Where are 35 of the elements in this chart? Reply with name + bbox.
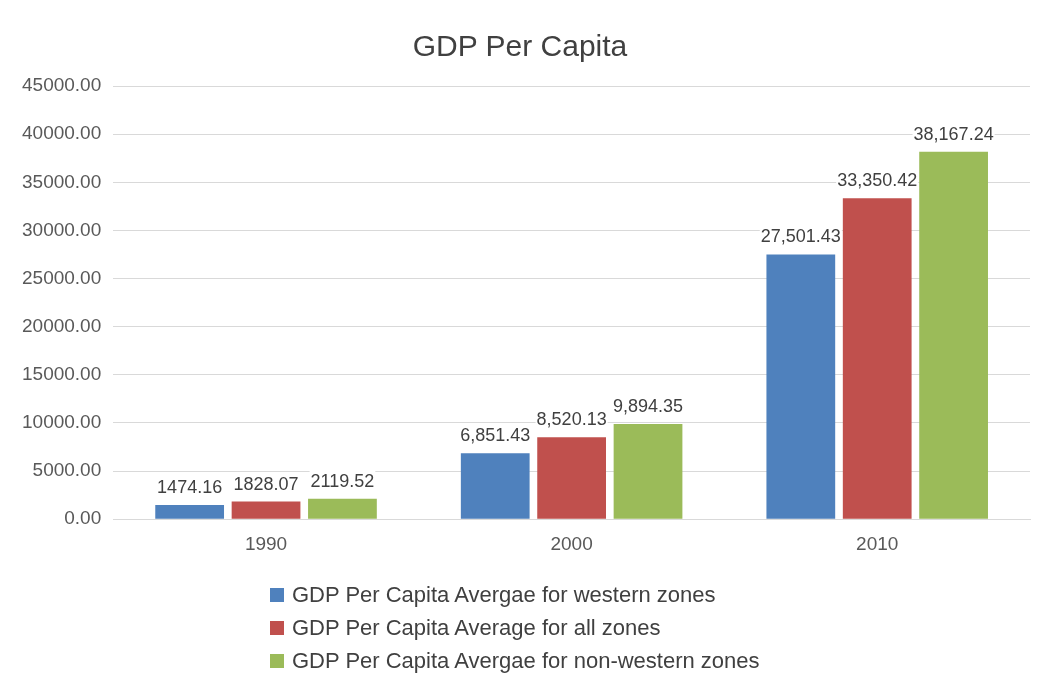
y-tick-label: 25000.00 xyxy=(22,266,102,288)
data-label: 6,851.43 xyxy=(460,425,531,446)
bar xyxy=(842,198,912,519)
y-tick-label: 40000.00 xyxy=(22,122,102,144)
data-label: 33,350.42 xyxy=(837,170,918,191)
x-tick-label: 2000 xyxy=(550,532,593,554)
chart-title: GDP Per Capita xyxy=(412,29,628,63)
bar xyxy=(613,423,683,519)
data-label: 1474.16 xyxy=(157,476,223,497)
x-tick-label: 2010 xyxy=(856,532,899,554)
x-tick-label: 1990 xyxy=(244,532,288,554)
data-label: 38,167.24 xyxy=(913,123,994,144)
bar xyxy=(308,498,377,519)
legend-label: GDP Per Capita Avergae for non-western zones xyxy=(292,647,760,674)
bar xyxy=(231,501,301,519)
data-label: 1828.07 xyxy=(233,473,299,494)
y-tick-label: 20000.00 xyxy=(22,314,102,336)
bar xyxy=(155,505,225,519)
y-tick-label: 0.00 xyxy=(64,507,102,529)
bar xyxy=(919,151,988,519)
bar xyxy=(460,453,530,519)
data-label: 9,894.35 xyxy=(612,395,684,416)
bar xyxy=(766,254,836,519)
y-tick-label: 45000.00 xyxy=(22,74,102,96)
data-label: 2119.52 xyxy=(310,470,375,491)
data-label: 27,501.43 xyxy=(760,226,841,247)
y-tick-label: 30000.00 xyxy=(22,218,102,240)
data-label: 8,520.13 xyxy=(536,409,607,430)
legend-label: GDP Per Capita Average for all zones xyxy=(292,614,661,641)
y-tick-label: 5000.00 xyxy=(32,459,102,481)
y-tick-label: 10000.00 xyxy=(22,411,102,433)
y-tick-label: 35000.00 xyxy=(22,170,102,192)
y-tick-label: 15000.00 xyxy=(22,363,102,385)
bar xyxy=(537,437,606,519)
legend-label: GDP Per Capita Avergae for western zones xyxy=(292,581,716,608)
